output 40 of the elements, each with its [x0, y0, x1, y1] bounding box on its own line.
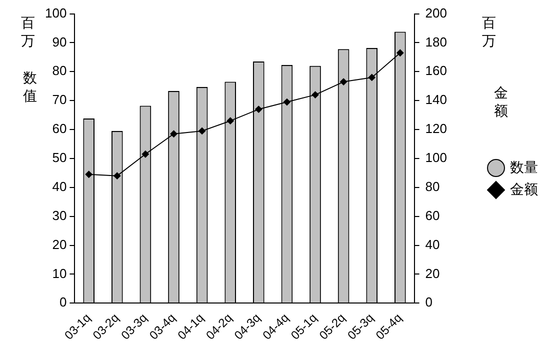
- y-axis-title: 数值: [23, 70, 37, 104]
- y-tick-label: 70: [52, 92, 67, 108]
- point: [396, 49, 404, 56]
- y2-tick-label: 140: [425, 92, 448, 108]
- legend-label: 金额: [510, 180, 538, 197]
- y2-tick-label: 120: [425, 121, 448, 136]
- y2-tick-label: 60: [425, 208, 440, 223]
- y2-tick-label: 100: [425, 150, 448, 166]
- y2-tick-label: 180: [425, 34, 448, 50]
- y-tick-label: 30: [52, 208, 67, 223]
- y-tick-label: 80: [52, 63, 67, 78]
- y-tick-label: 100: [44, 5, 67, 20]
- y-tick-label: 20: [52, 236, 67, 252]
- text: 百万: [21, 14, 35, 49]
- y2-tick-label: 40: [425, 236, 440, 252]
- y2-tick-label: 80: [425, 178, 440, 194]
- point: [226, 117, 234, 124]
- y-tick-label: 0: [59, 294, 67, 310]
- point: [85, 170, 92, 178]
- y2-tick-label: 160: [425, 63, 448, 78]
- y-tick-label: 40: [52, 178, 67, 194]
- point: [142, 150, 149, 158]
- point: [283, 98, 290, 106]
- y-tick-label: 50: [52, 150, 67, 166]
- point: [340, 78, 348, 86]
- point: [170, 130, 178, 138]
- y-tick-label: 10: [52, 266, 67, 281]
- legend-label: 数量: [510, 158, 538, 175]
- text: 百万: [482, 14, 496, 49]
- point: [198, 127, 206, 134]
- point: [312, 91, 319, 98]
- y-tick-label: 60: [52, 121, 67, 136]
- point: [114, 172, 121, 180]
- y-tick-label: 90: [52, 34, 67, 50]
- y2-tick-label: 200: [425, 5, 448, 20]
- y2-tick-label: 0: [425, 294, 433, 310]
- point: [368, 74, 376, 81]
- point: [255, 106, 262, 113]
- y2-tick-label: 20: [425, 266, 440, 281]
- y2-axis-title: 金额: [494, 84, 508, 119]
